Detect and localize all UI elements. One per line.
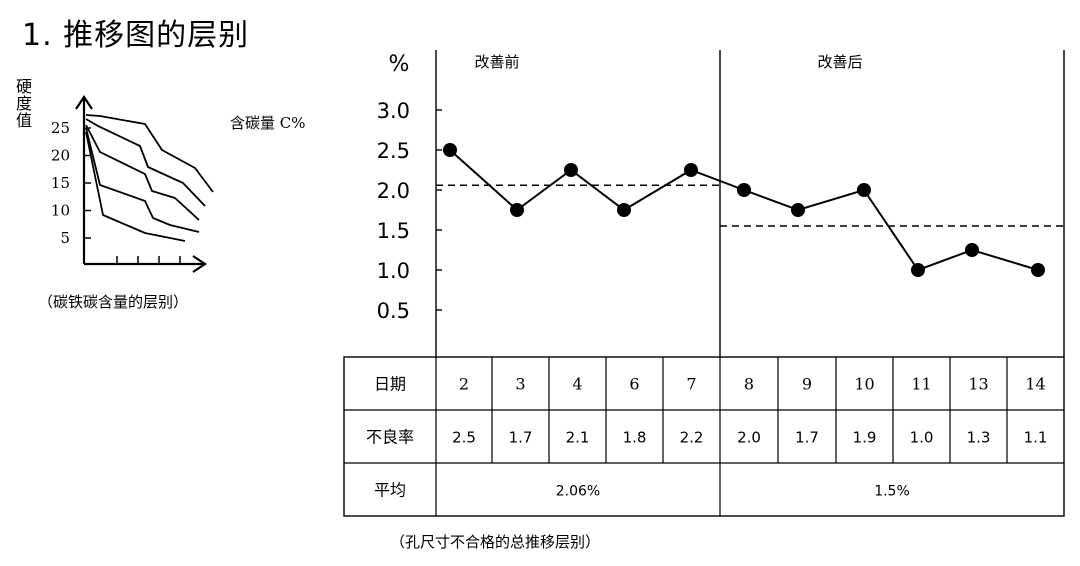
data-point: [965, 243, 979, 257]
left-chart-caption: （碳铁碳含量的层别）: [38, 293, 189, 311]
date-cell: 13: [968, 375, 988, 394]
row-label-date: 日期: [374, 375, 406, 394]
date-cell: 8: [744, 375, 754, 394]
y-axis-unit: %: [389, 52, 410, 77]
y-tick-label: 1.0: [377, 259, 410, 283]
y-tick-label: 1.5: [377, 219, 410, 243]
data-point: [510, 203, 524, 217]
y-tick-label: 15: [51, 174, 70, 192]
carbon-content-label: 含碳量 C%: [230, 114, 306, 132]
x-axis-arrow: [192, 255, 207, 273]
date-cell: 2: [459, 375, 469, 394]
data-table-border: [343, 356, 1065, 517]
defect-rate-series-line: [449, 149, 1039, 272]
data-point: [617, 203, 631, 217]
main-chart-caption: （孔尺寸不合格的总推移层别）: [390, 533, 601, 551]
date-cell: 6: [629, 375, 639, 394]
page-title: 1. 推移图的层别: [22, 18, 250, 53]
y-tick-label: 0.5: [377, 299, 410, 323]
hardness-curve: [85, 118, 206, 207]
data-point: [737, 183, 751, 197]
row-label-average: 平均: [374, 481, 406, 500]
data-point: [791, 203, 805, 217]
hardness-curve: [85, 131, 186, 242]
y-tick-label: 3.0: [377, 99, 410, 123]
section-label-after: 改善后: [817, 53, 862, 71]
defect-rate-cell: 1.3: [967, 429, 991, 447]
defect-rate-cell: 1.9: [853, 429, 877, 447]
y-axis-arrow: [75, 95, 93, 110]
data-point: [1031, 263, 1045, 277]
y-axis-label: 度: [16, 94, 32, 113]
average-after-cell: 1.5%: [874, 484, 910, 500]
defect-rate-cell: 2.1: [566, 429, 590, 447]
hardness-curve: [85, 124, 200, 221]
hardness-chart: 硬度值 5 10 15 20 25 含碳量 C%: [16, 77, 306, 273]
y-tick-label: 20: [51, 147, 70, 165]
y-tick-label: 2.0: [377, 179, 410, 203]
y-tick-label: 10: [51, 202, 70, 220]
data-point: [443, 143, 457, 157]
defect-rate-cell: 2.5: [452, 429, 476, 447]
data-point: [684, 163, 698, 177]
date-cell: 7: [686, 375, 696, 394]
date-cell: 10: [854, 375, 874, 394]
date-cell: 11: [911, 375, 931, 394]
defect-rate-cell: 2.2: [680, 429, 704, 447]
y-axis-label: 值: [16, 111, 32, 130]
date-cell: 3: [515, 375, 525, 394]
defect-rate-cell: 2.0: [737, 429, 761, 447]
row-label-defect-rate: 不良率: [366, 428, 414, 447]
data-point: [564, 163, 578, 177]
y-axis-label: 硬: [16, 77, 32, 96]
hardness-curve: [85, 114, 214, 193]
defect-rate-cell: 1.7: [795, 429, 819, 447]
hardness-curve: [85, 127, 200, 233]
data-point: [911, 263, 925, 277]
defect-rate-cell: 1.0: [910, 429, 934, 447]
y-tick-label: 5: [60, 229, 70, 247]
defect-rate-cell: 1.7: [509, 429, 533, 447]
defect-rate-cell: 1.1: [1024, 429, 1048, 447]
date-cell: 14: [1025, 375, 1045, 394]
section-label-before: 改善前: [474, 53, 519, 71]
average-before-cell: 2.06%: [556, 484, 600, 500]
date-cell: 9: [802, 375, 812, 394]
data-point: [857, 183, 871, 197]
y-tick-label: 2.5: [377, 139, 410, 163]
defect-rate-cell: 1.8: [623, 429, 647, 447]
date-cell: 4: [572, 375, 582, 394]
y-tick-label: 25: [51, 119, 70, 137]
